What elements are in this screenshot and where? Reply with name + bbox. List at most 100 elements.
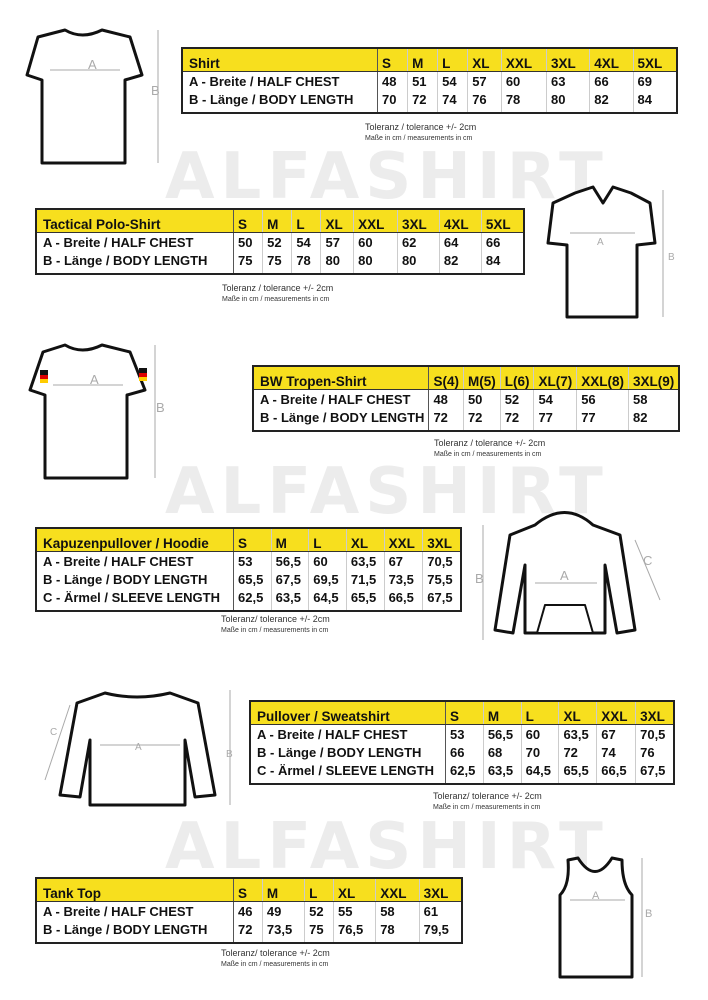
measurement-value: 63,5 xyxy=(558,724,597,743)
measurement-value: 66 xyxy=(445,743,484,761)
tolerance-note: Toleranz/ tolerance +/- 2cm Maße in cm / … xyxy=(221,948,330,970)
tolerance-text: Toleranz/ tolerance +/- 2cm xyxy=(221,614,330,624)
measurement-unit-text: Maße in cm / measurements in cm xyxy=(221,627,329,634)
measurement-label: B - Länge / BODY LENGTH xyxy=(36,920,234,943)
measurement-value: 62,5 xyxy=(445,761,484,784)
svg-text:B: B xyxy=(151,83,160,98)
measurement-value: 74 xyxy=(596,743,636,761)
measurement-value: 80 xyxy=(546,90,590,113)
watermark: ALFASHIRT xyxy=(165,810,609,884)
size-header: 3XL xyxy=(396,209,440,233)
tshirt-illustration: A B xyxy=(25,28,160,165)
measurement-value: 79,5 xyxy=(418,920,462,943)
measurement-unit-text: Maße in cm / measurements in cm xyxy=(222,296,330,303)
table-row: A - Breite / HALF CHEST 53 56,5 60 63,5 67 70,… xyxy=(250,724,674,743)
table-title: Pullover / Sweatshirt xyxy=(250,701,446,725)
size-header: 4XL xyxy=(589,48,634,72)
watermark: ALFASHIRT xyxy=(165,140,609,214)
size-header: XL xyxy=(320,209,354,233)
measurement-value: 64,5 xyxy=(520,761,559,784)
measurement-label: B - Länge / BODY LENGTH xyxy=(253,408,430,431)
table-row: C - Ärmel / SLEEVE LENGTH 62,5 63,5 64,5 65,… xyxy=(250,761,674,784)
table-title: Kapuzenpullover / Hoodie xyxy=(36,528,234,552)
measurement-label: B - Länge / BODY LENGTH xyxy=(182,90,378,113)
measurement-label: A - Breite / HALF CHEST xyxy=(36,901,234,920)
measurement-unit-text: Maße in cm / measurements in cm xyxy=(221,961,329,968)
table-header-row: Tank Top S M L XL XXL 3XL xyxy=(36,878,462,902)
measurement-value: 67 xyxy=(596,724,636,743)
size-header: S xyxy=(445,701,484,725)
svg-text:A: A xyxy=(560,568,569,583)
measurement-value: 71,5 xyxy=(345,570,385,588)
svg-text:A: A xyxy=(592,890,600,902)
tolerance-note: Toleranz / tolerance +/- 2cm Maße in cm /… xyxy=(434,438,545,460)
measurement-value: 78 xyxy=(291,251,321,274)
measurement-value: 73,5 xyxy=(261,920,305,943)
measurement-value: 60 xyxy=(520,724,559,743)
measurement-label: A - Breite / HALF CHEST xyxy=(36,551,234,570)
measurement-value: 72 xyxy=(462,408,501,431)
measurement-value: 54 xyxy=(291,232,321,251)
size-header: M xyxy=(482,701,522,725)
measurement-value: 65,5 xyxy=(233,570,272,588)
measurement-value: 82 xyxy=(438,251,482,274)
table-row: B - Länge / BODY LENGTH 65,5 67,5 69,5 71,5 7… xyxy=(36,570,461,588)
measurement-value: 61 xyxy=(418,901,462,920)
measurement-value: 65,5 xyxy=(345,588,385,611)
polo-shirt-illustration: A B xyxy=(546,185,675,319)
measurement-value: 72 xyxy=(558,743,597,761)
measurement-value: 58 xyxy=(375,901,420,920)
measurement-value: 80 xyxy=(396,251,440,274)
measurement-unit-text: Maße in cm / measurements in cm xyxy=(434,451,542,458)
measurement-value: 53 xyxy=(233,551,272,570)
measurement-value: 70 xyxy=(520,743,559,761)
measurement-value: 70 xyxy=(376,90,408,113)
measurement-value: 84 xyxy=(632,90,677,113)
measurement-value: 51 xyxy=(407,71,438,90)
svg-text:B: B xyxy=(475,571,484,586)
svg-text:B: B xyxy=(226,749,233,760)
measurement-label: C - Ärmel / SLEEVE LENGTH xyxy=(36,588,234,611)
size-header: XL xyxy=(332,878,376,902)
table-row: A - Breite / HALF CHEST 46 49 52 55 58 61 xyxy=(36,901,462,920)
size-header: 3XL xyxy=(418,878,462,902)
size-header: S xyxy=(233,878,263,902)
measurement-label: B - Länge / BODY LENGTH xyxy=(36,570,234,588)
measurement-value: 72 xyxy=(499,408,534,431)
measurement-value: 76 xyxy=(467,90,502,113)
table-header-row: Shirt S M L XL XXL 3XL 4XL 5XL xyxy=(182,48,677,72)
tank-size-table: Tank Top S M L XL XXL 3XL A - Breite / HALF CHE… xyxy=(35,877,463,944)
size-header: XL xyxy=(345,528,385,552)
measurement-value: 62,5 xyxy=(233,588,272,611)
size-header: XL xyxy=(558,701,597,725)
svg-text:C: C xyxy=(643,553,652,568)
size-header: M(5) xyxy=(462,366,501,390)
svg-text:B: B xyxy=(645,908,652,920)
measurement-value: 46 xyxy=(233,901,263,920)
tank-top-illustration: A B xyxy=(558,856,652,979)
measurement-value: 64 xyxy=(438,232,482,251)
measurement-value: 63,5 xyxy=(345,551,385,570)
size-header: 4XL xyxy=(438,209,482,233)
measurement-value: 82 xyxy=(627,408,680,431)
table-row: B - Länge / BODY LENGTH 66 68 70 72 74 76 xyxy=(250,743,674,761)
measurement-value: 58 xyxy=(627,389,680,408)
tolerance-note: Toleranz / tolerance +/- 2cm Maße in cm /… xyxy=(365,122,476,144)
measurement-value: 78 xyxy=(500,90,547,113)
measurement-value: 52 xyxy=(499,389,534,408)
measurement-value: 56 xyxy=(576,389,629,408)
polo-size-table: Tactical Polo-Shirt S M L XL XXL 3XL 4XL 5XL A - … xyxy=(35,208,525,275)
svg-text:A: A xyxy=(597,237,604,248)
measurement-value: 73,5 xyxy=(383,570,423,588)
measurement-value: 63 xyxy=(546,71,590,90)
svg-text:A: A xyxy=(90,372,99,387)
size-header: L(6) xyxy=(499,366,534,390)
size-header: L xyxy=(520,701,559,725)
measurement-value: 67 xyxy=(383,551,423,570)
measurement-value: 67,5 xyxy=(422,588,461,611)
measurement-unit-text: Maße in cm / measurements in cm xyxy=(365,135,473,142)
measurement-value: 56,5 xyxy=(482,724,522,743)
size-header: XXL xyxy=(375,878,420,902)
measurement-label: B - Länge / BODY LENGTH xyxy=(250,743,446,761)
tolerance-text: Toleranz / tolerance +/- 2cm xyxy=(365,122,477,132)
